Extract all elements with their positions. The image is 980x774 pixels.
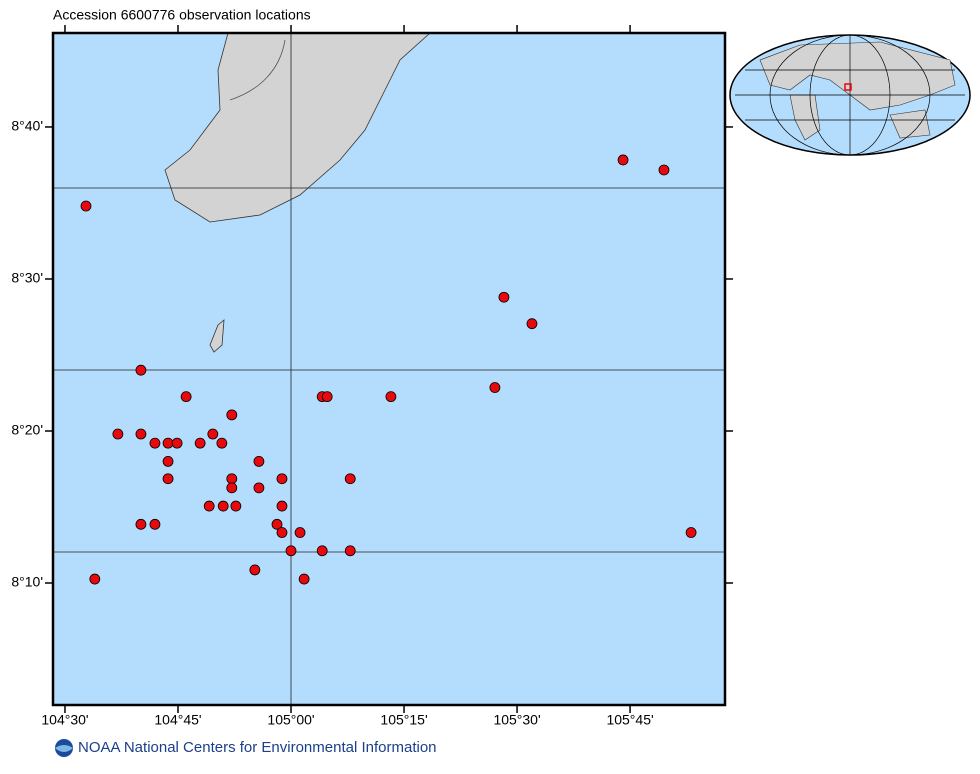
noaa-logo (55, 739, 73, 757)
observation-point (112, 428, 124, 440)
x-tick-label: 104°45' (154, 712, 201, 728)
observation-point (180, 391, 192, 403)
observation-point (171, 437, 183, 449)
observation-point (203, 500, 215, 512)
observation-point (617, 154, 629, 166)
observation-point (80, 200, 92, 212)
y-tick-label: 8°20' (11, 422, 43, 438)
observation-point (276, 473, 288, 485)
x-tick-label: 105°30' (493, 712, 540, 728)
footer: NOAA National Centers for Environmental … (78, 739, 437, 756)
observation-point (253, 455, 265, 467)
observation-point (149, 437, 161, 449)
observation-point (489, 382, 501, 393)
observation-point (385, 391, 397, 403)
y-tick-label: 8°30' (11, 270, 43, 286)
land (164, 32, 432, 223)
map-title: Accession 6600776 observation locations (53, 7, 311, 23)
observation-point (162, 437, 174, 449)
observation-point (685, 527, 697, 538)
observation-point (276, 527, 288, 538)
observation-point (135, 364, 147, 376)
observation-point (162, 473, 174, 485)
observation-point (249, 564, 261, 576)
observation-point (658, 164, 670, 176)
observation-point (135, 428, 147, 440)
observation-point (226, 409, 238, 421)
river (229, 39, 286, 101)
observation-point (162, 455, 174, 467)
observation-point (135, 518, 147, 530)
observation-point (271, 518, 283, 530)
frame (51, 31, 727, 707)
x-tick-label: 105°15' (380, 712, 427, 728)
x-tick-label: 104°30' (41, 712, 88, 728)
observation-point (230, 500, 242, 512)
y-tick-label: 8°40' (11, 118, 43, 134)
observation-point (526, 318, 538, 330)
graticule (53, 33, 725, 705)
inset-globe (729, 34, 971, 156)
observation-point (344, 545, 356, 557)
observation-point (298, 573, 310, 585)
observation-point (316, 545, 328, 557)
observation-point (89, 573, 101, 585)
x-tick-label: 105°45' (606, 712, 653, 728)
observation-point (321, 391, 333, 403)
observation-point (226, 482, 238, 494)
observation-point (344, 473, 356, 485)
observation-point (294, 527, 306, 538)
x-tick-label: 105°00' (267, 712, 314, 728)
observation-point (149, 518, 161, 530)
island (209, 319, 225, 353)
observation-point (216, 437, 228, 449)
observation-point (285, 545, 297, 557)
observation-point (207, 428, 219, 440)
observation-point (253, 482, 265, 494)
observation-point (276, 500, 288, 512)
observation-point (226, 473, 238, 485)
observation-point (194, 437, 206, 449)
sea (53, 33, 725, 705)
y-tick-label: 8°10' (11, 574, 43, 590)
observation-point (217, 500, 229, 512)
observation-point (498, 291, 510, 303)
